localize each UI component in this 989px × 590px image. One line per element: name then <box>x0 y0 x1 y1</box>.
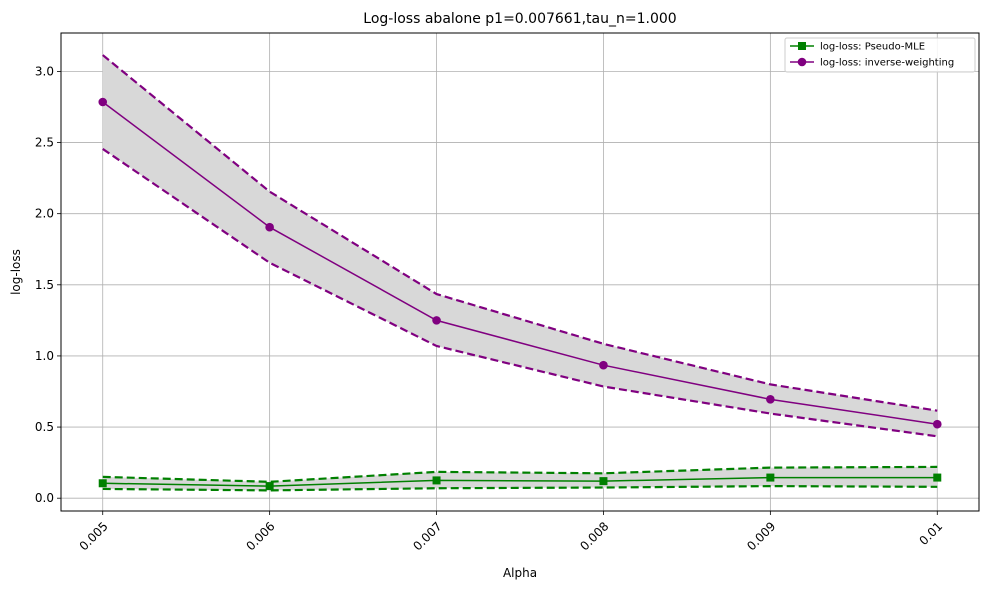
y-tick-label: 3.0 <box>35 64 54 78</box>
series-line <box>102 101 938 425</box>
legend-frame <box>784 37 976 73</box>
lower-bound-line <box>102 485 938 492</box>
y-tick-label: 0.5 <box>35 420 54 434</box>
data-point-circle <box>932 419 942 429</box>
legend-marker-circle <box>797 57 807 67</box>
data-point-circle <box>432 316 441 325</box>
legend-entries: log-loss: Pseudo-MLE log-loss: inverse-we… <box>790 42 954 69</box>
y-tick-label: 2.5 <box>35 136 54 150</box>
data-point-circle <box>599 360 608 370</box>
legend-label: log-loss: Pseudo-MLE <box>820 42 925 53</box>
legend-marker-square <box>798 42 806 50</box>
legend: log-loss: Pseudo-MLE log-loss: inverse-we… <box>784 37 976 73</box>
y-tick-label: 0.0 <box>35 491 54 505</box>
series-line <box>102 476 938 487</box>
data-point-circle <box>98 97 108 107</box>
data-point-square <box>599 477 608 486</box>
y-tick-label: 1.0 <box>35 349 54 363</box>
data-point-square <box>98 479 107 488</box>
y-tick-label: 2.0 <box>35 207 54 221</box>
data-point-circle <box>766 395 775 404</box>
data-point-circle <box>265 222 274 232</box>
y-axis-title: log-loss <box>9 249 23 295</box>
upper-bound-line <box>102 465 938 483</box>
data-point-square <box>933 473 942 482</box>
lower-bound-line <box>102 148 938 438</box>
plot-frame <box>60 32 980 512</box>
chart-title: Log-loss abalone p1=0.007661,tau_n=1.000 <box>363 11 676 27</box>
data-point-square <box>766 473 775 482</box>
upper-bound-line <box>102 54 938 412</box>
y-tick-label: 1.5 <box>35 278 54 292</box>
x-axis-title: Alpha <box>503 566 537 580</box>
data-point-square <box>432 476 441 485</box>
legend-label: log-loss: inverse-weighting <box>820 58 954 69</box>
series-lines <box>98 54 942 492</box>
data-point-square <box>265 482 274 491</box>
